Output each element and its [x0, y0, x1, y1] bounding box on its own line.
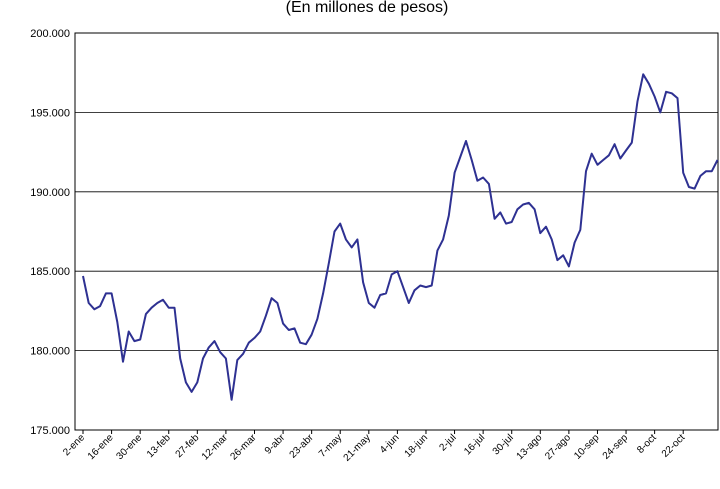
x-tick-label: 18-jun [403, 432, 430, 459]
x-tick-label: 22-oct [660, 432, 688, 460]
x-tick-label: 7-may [317, 432, 344, 459]
x-tick-label: 24-sep [601, 432, 631, 462]
x-tick-label: 12-mar [200, 432, 231, 463]
y-tick-label: 200.000 [30, 28, 70, 40]
x-tick-label: 16-ene [86, 432, 116, 462]
x-tick-label: 4-jun [378, 432, 402, 456]
y-tick-label: 190.000 [30, 187, 70, 199]
y-tick-label: 195.000 [30, 107, 70, 119]
x-tick-label: 9-abr [263, 432, 288, 457]
plot-frame [74, 32, 719, 431]
x-tick-label: 30-ene [114, 432, 144, 462]
series-line [82, 73, 719, 401]
x-tick-label: 23-abr [288, 432, 317, 461]
y-tick-label: 175.000 [30, 425, 70, 437]
x-tick-label: 27-ago [543, 432, 573, 462]
x-tick-label: 16-jul [462, 432, 487, 457]
x-tick-label: 8-oct [635, 432, 659, 456]
x-tick-label: 21-may [342, 432, 373, 463]
x-tick-label: 13-ago [515, 432, 545, 462]
x-tick-label: 13-feb [145, 432, 173, 460]
x-tick-label: 10-sep [572, 432, 602, 462]
x-tick-label: 27-feb [174, 432, 202, 460]
y-tick-label: 185.000 [30, 266, 70, 278]
chart-title: (En millones de pesos) [286, 0, 449, 16]
x-tick-label: 30-jul [491, 432, 516, 457]
x-tick-label: 2-jul [438, 432, 459, 453]
y-tick-label: 180.000 [30, 346, 70, 358]
x-tick-label: 26-mar [228, 432, 259, 463]
